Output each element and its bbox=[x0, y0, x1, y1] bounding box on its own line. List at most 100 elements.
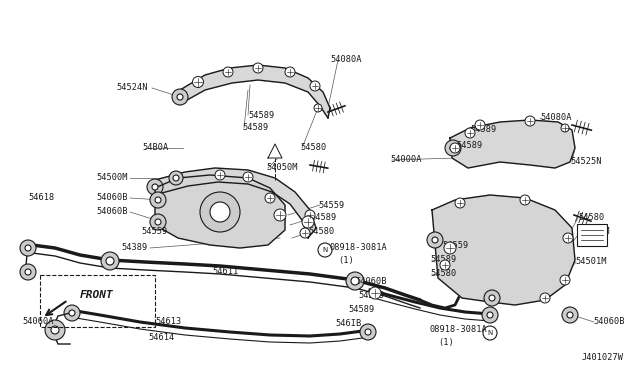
Text: 54080A: 54080A bbox=[540, 113, 572, 122]
Ellipse shape bbox=[475, 120, 485, 130]
Text: 54500M: 54500M bbox=[97, 173, 128, 183]
Ellipse shape bbox=[69, 310, 75, 316]
Text: 54559: 54559 bbox=[141, 228, 168, 237]
Ellipse shape bbox=[155, 219, 161, 225]
Text: 54559: 54559 bbox=[442, 241, 468, 250]
Text: (1): (1) bbox=[438, 337, 454, 346]
Ellipse shape bbox=[432, 237, 438, 243]
Text: 08918-3081A: 08918-3081A bbox=[430, 326, 488, 334]
Ellipse shape bbox=[169, 171, 183, 185]
Text: N: N bbox=[488, 330, 493, 336]
Text: 54589: 54589 bbox=[430, 256, 456, 264]
Ellipse shape bbox=[302, 216, 314, 228]
Text: 08918-3081A: 08918-3081A bbox=[330, 244, 388, 253]
Ellipse shape bbox=[101, 252, 119, 270]
Text: 54614: 54614 bbox=[148, 334, 174, 343]
Text: 54050M: 54050M bbox=[266, 164, 298, 173]
Ellipse shape bbox=[314, 104, 322, 112]
Polygon shape bbox=[180, 65, 330, 118]
Text: 54525N: 54525N bbox=[570, 157, 602, 167]
Ellipse shape bbox=[484, 290, 500, 306]
Ellipse shape bbox=[20, 240, 36, 256]
Ellipse shape bbox=[450, 145, 456, 151]
Text: 54618: 54618 bbox=[28, 193, 54, 202]
Text: 54589: 54589 bbox=[248, 110, 275, 119]
Text: 54559: 54559 bbox=[318, 201, 344, 209]
Ellipse shape bbox=[562, 307, 578, 323]
Text: 54060A: 54060A bbox=[22, 317, 54, 327]
Text: 546IB: 546IB bbox=[335, 320, 361, 328]
Ellipse shape bbox=[351, 277, 359, 285]
Ellipse shape bbox=[210, 202, 230, 222]
Ellipse shape bbox=[45, 320, 65, 340]
Ellipse shape bbox=[253, 63, 263, 73]
Ellipse shape bbox=[365, 329, 371, 335]
Text: 54611: 54611 bbox=[212, 267, 238, 276]
Text: 54060B: 54060B bbox=[97, 208, 128, 217]
FancyBboxPatch shape bbox=[577, 224, 607, 246]
Ellipse shape bbox=[106, 257, 114, 265]
Ellipse shape bbox=[147, 179, 163, 195]
Ellipse shape bbox=[215, 170, 225, 180]
Ellipse shape bbox=[200, 192, 240, 232]
Ellipse shape bbox=[285, 67, 295, 77]
Text: 54B0A: 54B0A bbox=[142, 144, 168, 153]
Text: 54580: 54580 bbox=[578, 214, 604, 222]
Ellipse shape bbox=[20, 264, 36, 280]
Ellipse shape bbox=[318, 243, 332, 257]
Text: N: N bbox=[323, 247, 328, 253]
Ellipse shape bbox=[177, 94, 183, 100]
Ellipse shape bbox=[455, 198, 465, 208]
Ellipse shape bbox=[483, 326, 497, 340]
Text: 54589: 54589 bbox=[456, 141, 483, 151]
Text: 54589: 54589 bbox=[348, 305, 374, 314]
Text: (1): (1) bbox=[338, 256, 354, 264]
Ellipse shape bbox=[305, 210, 315, 220]
Ellipse shape bbox=[444, 242, 456, 254]
Polygon shape bbox=[450, 120, 575, 168]
Ellipse shape bbox=[563, 233, 573, 243]
Ellipse shape bbox=[310, 81, 320, 91]
Text: 54060B: 54060B bbox=[355, 278, 387, 286]
Ellipse shape bbox=[25, 245, 31, 251]
Text: 54060B: 54060B bbox=[593, 317, 625, 327]
Ellipse shape bbox=[300, 228, 310, 238]
Text: 54050M: 54050M bbox=[578, 228, 609, 237]
Ellipse shape bbox=[152, 184, 158, 190]
Text: 54524N: 54524N bbox=[116, 83, 148, 93]
Ellipse shape bbox=[223, 67, 233, 77]
Ellipse shape bbox=[465, 128, 475, 138]
Ellipse shape bbox=[346, 272, 364, 290]
Ellipse shape bbox=[561, 124, 569, 132]
Ellipse shape bbox=[150, 214, 166, 230]
Ellipse shape bbox=[567, 312, 573, 318]
Text: 54613: 54613 bbox=[155, 317, 181, 327]
Polygon shape bbox=[268, 144, 282, 158]
Ellipse shape bbox=[193, 77, 204, 87]
Ellipse shape bbox=[265, 193, 275, 203]
Ellipse shape bbox=[64, 305, 80, 321]
Ellipse shape bbox=[427, 232, 443, 248]
Text: 54580: 54580 bbox=[300, 144, 326, 153]
Text: 54589: 54589 bbox=[470, 125, 496, 135]
Text: 54589: 54589 bbox=[242, 124, 268, 132]
Text: 54080A: 54080A bbox=[330, 55, 362, 64]
Ellipse shape bbox=[172, 89, 188, 105]
Text: J401027W: J401027W bbox=[582, 353, 624, 362]
Ellipse shape bbox=[440, 260, 450, 270]
Text: 54501M: 54501M bbox=[575, 257, 607, 266]
Ellipse shape bbox=[560, 275, 570, 285]
Text: 54559: 54559 bbox=[358, 292, 384, 301]
Ellipse shape bbox=[369, 287, 381, 299]
Ellipse shape bbox=[274, 209, 286, 221]
Ellipse shape bbox=[243, 172, 253, 182]
Ellipse shape bbox=[360, 324, 376, 340]
Ellipse shape bbox=[540, 293, 550, 303]
Ellipse shape bbox=[155, 197, 161, 203]
Text: 54389: 54389 bbox=[122, 244, 148, 253]
Ellipse shape bbox=[520, 195, 530, 205]
Text: 54580: 54580 bbox=[308, 228, 334, 237]
Polygon shape bbox=[155, 175, 285, 248]
Ellipse shape bbox=[150, 192, 166, 208]
Ellipse shape bbox=[173, 175, 179, 181]
